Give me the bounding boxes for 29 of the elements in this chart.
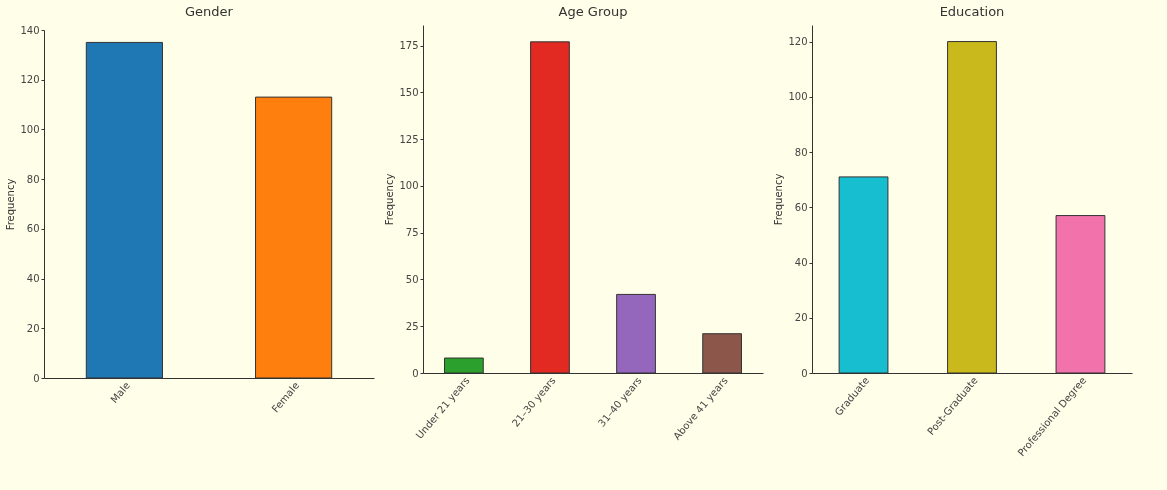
y-tick-label: 120: [20, 74, 40, 86]
y-tick-label: 50: [405, 273, 419, 285]
y-tick-label: 60: [26, 223, 40, 235]
y-tick-label: 25: [405, 320, 419, 332]
y-tick-label: 80: [26, 173, 40, 185]
y-tick-label: 0: [33, 372, 40, 384]
y-tick-label: 150: [399, 86, 419, 98]
y-tick-label: 20: [794, 312, 808, 324]
chart-title: Age Group: [558, 4, 628, 19]
y-tick-label: 80: [794, 146, 808, 158]
y-tick-label: 60: [794, 201, 808, 213]
y-tick-label: 75: [405, 227, 419, 239]
chart-title: Gender: [185, 4, 234, 19]
y-tick-label: 0: [412, 367, 419, 379]
y-tick-label: 40: [26, 273, 40, 285]
y-tick-label: 140: [20, 24, 40, 36]
y-axis-title: Frequency: [5, 178, 17, 231]
y-tick-label: 40: [794, 257, 808, 269]
y-tick-label: 175: [399, 40, 419, 52]
y-tick-label: 20: [26, 322, 40, 334]
y-tick-label: 120: [788, 36, 808, 48]
y-tick-label: 100: [788, 91, 808, 103]
y-tick-label: 100: [20, 123, 40, 135]
y-axis-title: Frequency: [384, 173, 396, 226]
y-tick-label: 0: [801, 367, 808, 379]
chart-title: Education: [939, 4, 1005, 19]
y-tick-label: 125: [399, 133, 419, 145]
y-axis-title: Frequency: [773, 173, 785, 226]
y-tick-label: 100: [399, 180, 419, 192]
